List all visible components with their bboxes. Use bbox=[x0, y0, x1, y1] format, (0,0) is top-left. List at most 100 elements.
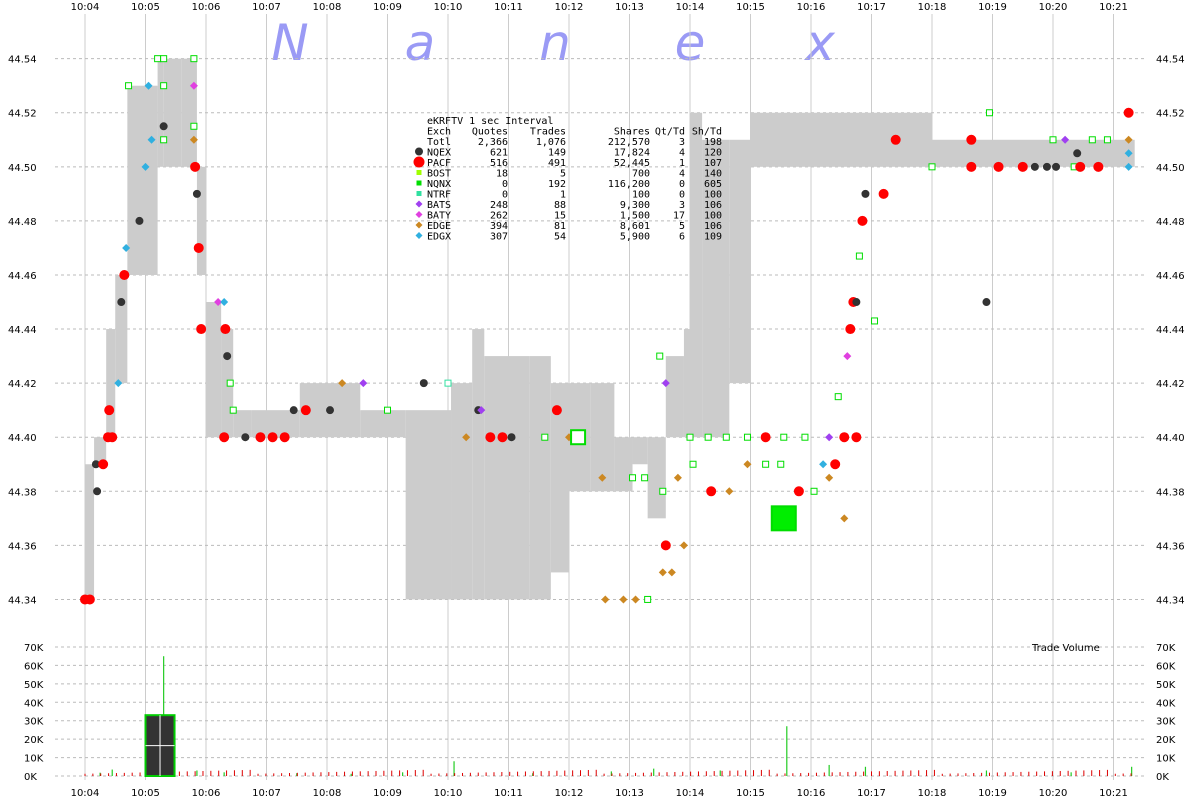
time-tick-bottom: 10:19 bbox=[978, 788, 1007, 799]
legend-marker bbox=[413, 156, 425, 168]
legend-cell-shares: 116,200 bbox=[608, 179, 650, 190]
nbbo-segment bbox=[145, 85, 158, 275]
trade-marker bbox=[189, 81, 198, 90]
legend-cell-shares: 5,900 bbox=[620, 232, 650, 243]
legend-marker bbox=[415, 232, 423, 239]
legend-cell-sh_td: 106 bbox=[704, 200, 722, 211]
legend-cell-exch: EDGX bbox=[427, 232, 451, 243]
trade-marker bbox=[190, 55, 198, 63]
trade-marker bbox=[660, 540, 671, 551]
trade-marker bbox=[144, 81, 153, 90]
volume-tick-left: 10K bbox=[24, 754, 44, 765]
legend-cell-qt_td: 0 bbox=[679, 190, 685, 201]
nbbo-segment bbox=[811, 112, 872, 167]
time-tick-bottom: 10:12 bbox=[555, 788, 584, 799]
trade-marker bbox=[801, 433, 809, 441]
trade-marker bbox=[830, 459, 841, 470]
nbbo-segment bbox=[690, 112, 703, 438]
trade-marker bbox=[839, 432, 850, 443]
trade-marker bbox=[1061, 135, 1070, 144]
legend-marker bbox=[416, 191, 422, 196]
nbbo-segment bbox=[472, 329, 485, 600]
time-tick-bottom: 10:16 bbox=[797, 788, 826, 799]
time-tick-bottom: 10:13 bbox=[615, 788, 644, 799]
trade-marker bbox=[631, 595, 640, 604]
time-tick-bottom: 10:07 bbox=[252, 788, 281, 799]
trade-marker bbox=[1017, 161, 1028, 172]
trade-marker bbox=[241, 433, 250, 442]
trade-marker bbox=[658, 568, 667, 577]
legend-cell-quotes: 18 bbox=[496, 169, 508, 180]
legend-cell-exch: BOST bbox=[427, 169, 451, 180]
trade-marker bbox=[819, 460, 828, 469]
trade-marker bbox=[507, 433, 516, 442]
time-tick-top: 10:19 bbox=[978, 2, 1007, 13]
time-tick-top: 10:06 bbox=[192, 2, 221, 13]
trade-marker bbox=[890, 134, 901, 145]
legend-cell-shares: 100 bbox=[632, 190, 650, 201]
trade-marker bbox=[644, 595, 652, 603]
legend-cell-qt_td: 3 bbox=[679, 200, 685, 211]
nbbo-segment bbox=[665, 356, 684, 438]
trade-marker bbox=[706, 486, 717, 497]
price-tick-right: 44.48 bbox=[1156, 217, 1185, 228]
nbbo-segment bbox=[85, 464, 95, 600]
price-tick-right: 44.38 bbox=[1156, 487, 1185, 498]
legend-cell-quotes: 262 bbox=[490, 211, 508, 222]
trade-marker bbox=[485, 432, 496, 443]
trade-marker bbox=[141, 162, 150, 171]
nbbo-segment bbox=[871, 112, 932, 167]
legend-marker bbox=[415, 211, 423, 218]
legend-cell-exch: Totl bbox=[427, 137, 451, 148]
trade-marker bbox=[98, 459, 109, 470]
trade-marker bbox=[982, 298, 991, 307]
legend-cell-quotes: 307 bbox=[490, 232, 508, 243]
trade-marker bbox=[497, 432, 508, 443]
nbbo-segment bbox=[702, 139, 730, 438]
trade-marker bbox=[541, 433, 549, 441]
volume-tick-left: 0K bbox=[24, 772, 37, 783]
time-tick-bottom: 10:17 bbox=[857, 788, 886, 799]
brand-letter: a bbox=[405, 14, 436, 72]
time-tick-bottom: 10:05 bbox=[131, 788, 160, 799]
trade-marker bbox=[673, 473, 682, 482]
time-tick-bottom: 10:21 bbox=[1099, 788, 1128, 799]
trade-marker bbox=[857, 215, 868, 226]
trade-marker bbox=[780, 433, 788, 441]
legend-cell-quotes: 248 bbox=[490, 200, 508, 211]
nbbo-segment bbox=[451, 383, 473, 600]
trade-marker bbox=[679, 541, 688, 550]
trade-marker bbox=[1103, 136, 1111, 144]
legend-cell-sh_td: 120 bbox=[704, 148, 722, 159]
price-tick-right: 44.40 bbox=[1156, 433, 1185, 444]
legend-header-cell: Trades bbox=[530, 127, 566, 138]
trade-marker bbox=[1123, 107, 1134, 118]
trade-marker bbox=[878, 188, 889, 199]
trade-marker bbox=[629, 474, 637, 482]
legend-cell-shares: 52,445 bbox=[614, 158, 650, 169]
legend-cell-shares: 17,824 bbox=[614, 148, 650, 159]
time-tick-top: 10:15 bbox=[736, 2, 765, 13]
time-tick-top: 10:04 bbox=[71, 2, 100, 13]
trade-marker bbox=[928, 163, 936, 171]
trade-marker bbox=[993, 161, 1004, 172]
legend-cell-trades: 192 bbox=[548, 179, 566, 190]
price-tick-left: 44.40 bbox=[8, 433, 37, 444]
legend-cell-quotes: 2,366 bbox=[478, 137, 508, 148]
time-tick-top: 10:13 bbox=[615, 2, 644, 13]
price-tick-left: 44.52 bbox=[8, 109, 37, 120]
trade-marker bbox=[861, 189, 870, 198]
legend-cell-sh_td: 605 bbox=[704, 179, 722, 190]
legend-cell-trades: 81 bbox=[554, 221, 566, 232]
legend-cell-trades: 15 bbox=[554, 211, 566, 222]
legend-cell-quotes: 516 bbox=[490, 158, 508, 169]
price-tick-right: 44.52 bbox=[1156, 109, 1185, 120]
nbbo-segment bbox=[683, 329, 690, 438]
nbbo-segment bbox=[484, 356, 509, 600]
trade-marker bbox=[1073, 149, 1082, 158]
time-tick-top: 10:09 bbox=[373, 2, 402, 13]
trade-marker bbox=[214, 298, 223, 307]
nbbo-segment bbox=[181, 58, 197, 167]
axes: 10:04 10:04 10:05 10:05 10:06 10:06 10:07 10:07… bbox=[8, 2, 1185, 799]
